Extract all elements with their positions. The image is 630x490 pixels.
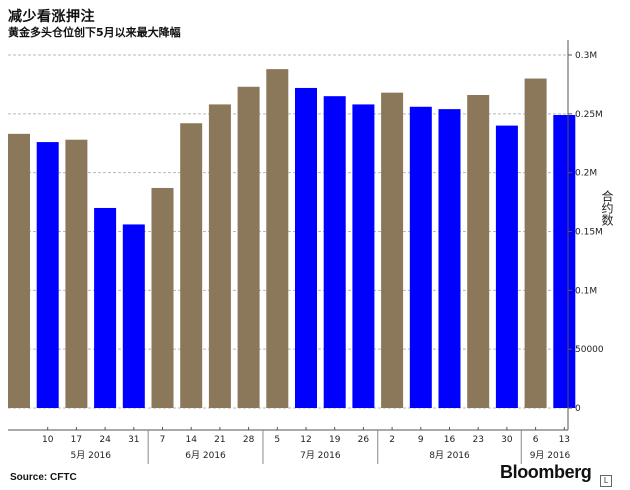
x-tick-label: 7 [160, 435, 166, 445]
bar [94, 207, 117, 408]
bar [237, 86, 260, 409]
month-label: 5月 2016 [71, 450, 112, 461]
x-tick-label: 16 [444, 435, 456, 445]
x-tick-label: 31 [128, 435, 139, 445]
y-tick-label: 0.25M [575, 110, 603, 120]
month-labels: 5月 2016 6月 2016 7月 2016 8月 2016 9月 2016 [71, 430, 571, 464]
y-axis-label: 合约数 [600, 190, 614, 226]
bars-group [8, 69, 576, 409]
x-tick-label: 10 [42, 435, 54, 445]
bar [381, 92, 404, 409]
x-tick-label: 6 [533, 435, 539, 445]
y-tick-label: 0.3M [575, 51, 597, 61]
y-ticks: 0 50000 0.1M 0.15M 0.2M 0.25M 0.3M [568, 51, 604, 414]
month-label: 9月 2016 [530, 450, 571, 461]
bar [467, 95, 490, 409]
bar [180, 123, 203, 408]
x-tick-label: 13 [559, 435, 570, 445]
bar [122, 224, 145, 408]
x-tick-label: 9 [418, 435, 424, 445]
x-tick-label: 5 [274, 435, 280, 445]
bar [524, 78, 547, 409]
y-tick-label: 0 [575, 404, 581, 414]
bar [553, 115, 576, 408]
corner-mark-icon: L [600, 475, 612, 487]
y-tick-label: 0.15M [575, 228, 603, 238]
source-text: Source: CFTC [10, 472, 77, 483]
month-label: 6月 2016 [185, 450, 226, 461]
x-tick-label: 24 [99, 435, 111, 445]
month-label: 8月 2016 [429, 450, 470, 461]
bloomberg-logo: Bloomberg [500, 462, 592, 482]
x-tick-label: 17 [71, 435, 82, 445]
bar [323, 96, 346, 408]
month-label: 7月 2016 [300, 450, 341, 461]
x-tick-label: 30 [501, 435, 513, 445]
y-tick-label: 50000 [575, 345, 604, 355]
x-tick-label: 12 [300, 435, 311, 445]
bar [438, 109, 461, 409]
bar [495, 125, 518, 408]
bar [266, 69, 289, 409]
bar [409, 106, 432, 409]
x-tick-label: 26 [358, 435, 370, 445]
bar [65, 139, 88, 408]
bar [295, 87, 317, 409]
bar [36, 142, 59, 408]
bar [8, 133, 30, 408]
bar [151, 187, 174, 408]
y-tick-label: 0.1M [575, 286, 597, 296]
x-tick-label: 28 [243, 435, 255, 445]
x-tick-label: 21 [214, 435, 225, 445]
x-ticks: 10 17 24 31 7 14 21 28 5 12 19 26 2 9 16 23 30 6 13 [42, 427, 570, 445]
x-tick-label: 23 [472, 435, 483, 445]
bar [352, 104, 375, 409]
x-tick-label: 19 [329, 435, 341, 445]
chart-subtitle: 黄金多头仓位创下5月以来最大降幅 [8, 26, 181, 39]
bar [208, 104, 231, 409]
x-tick-label: 2 [389, 435, 395, 445]
y-tick-label: 0.2M [575, 169, 597, 179]
chart-title: 减少看涨押注 [8, 9, 95, 25]
x-tick-label: 14 [185, 435, 197, 445]
